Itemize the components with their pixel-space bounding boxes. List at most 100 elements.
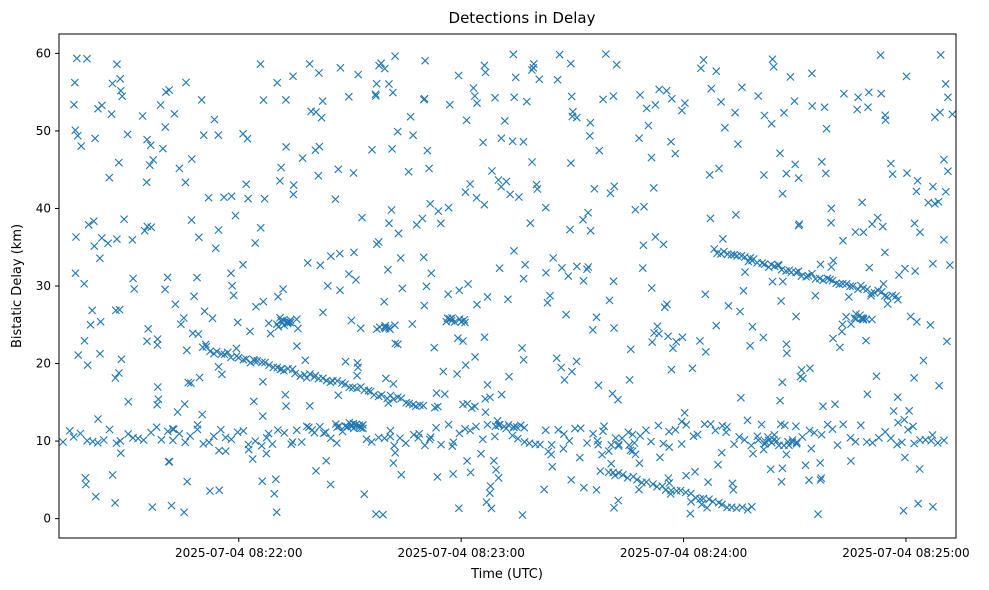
detection-point bbox=[704, 478, 713, 487]
detection-point bbox=[312, 466, 320, 475]
detection-point bbox=[677, 440, 686, 448]
detection-point bbox=[509, 422, 518, 431]
detection-point bbox=[157, 435, 166, 444]
detection-point bbox=[389, 459, 398, 467]
detection-point bbox=[567, 475, 576, 484]
detection-point bbox=[759, 333, 768, 342]
detection-point bbox=[600, 422, 609, 431]
detection-point bbox=[828, 425, 837, 434]
detection-point bbox=[335, 249, 344, 258]
detection-point bbox=[718, 421, 727, 430]
detection-point bbox=[858, 198, 867, 207]
detection-point bbox=[608, 389, 617, 398]
detection-point bbox=[113, 60, 121, 69]
detection-point bbox=[114, 158, 123, 167]
detection-point bbox=[406, 112, 415, 121]
detection-point bbox=[388, 144, 397, 153]
detection-point bbox=[473, 99, 481, 108]
detection-point bbox=[647, 437, 655, 446]
detection-point bbox=[402, 398, 411, 407]
detection-point bbox=[943, 93, 952, 102]
detection-point bbox=[387, 206, 396, 214]
detection-point bbox=[618, 434, 627, 443]
detection-point bbox=[889, 407, 898, 415]
detection-point bbox=[107, 110, 116, 119]
detection-point bbox=[714, 460, 722, 469]
detection-point bbox=[86, 320, 95, 329]
detection-point bbox=[648, 338, 657, 347]
detection-point bbox=[274, 292, 282, 301]
detection-point bbox=[802, 272, 811, 281]
detection-point bbox=[650, 329, 659, 337]
detection-point bbox=[659, 240, 668, 249]
detection-point bbox=[372, 510, 380, 519]
detection-point bbox=[209, 432, 218, 441]
detection-point bbox=[143, 337, 151, 346]
detection-point bbox=[513, 434, 522, 443]
detection-point bbox=[712, 67, 721, 76]
detection-point bbox=[701, 347, 710, 356]
detection-point bbox=[437, 440, 446, 449]
detection-point bbox=[391, 339, 400, 348]
detection-point bbox=[336, 63, 345, 72]
detection-point bbox=[455, 315, 464, 324]
detection-point bbox=[473, 300, 481, 309]
detection-point bbox=[193, 273, 201, 282]
detection-point bbox=[215, 446, 223, 455]
detection-point bbox=[512, 423, 521, 431]
detection-point bbox=[80, 279, 89, 288]
detection-point bbox=[412, 220, 421, 229]
detection-point bbox=[170, 109, 179, 118]
detection-point bbox=[74, 351, 83, 360]
detection-point bbox=[659, 439, 668, 448]
detection-point bbox=[444, 203, 453, 212]
detection-point bbox=[259, 297, 268, 306]
detection-point bbox=[414, 433, 423, 442]
detection-point bbox=[287, 440, 296, 449]
y-tick-label: 60 bbox=[36, 46, 51, 60]
detection-point bbox=[70, 100, 78, 109]
detection-point bbox=[740, 435, 749, 444]
detection-point bbox=[426, 433, 435, 442]
detection-point bbox=[509, 50, 518, 59]
detection-point bbox=[347, 316, 356, 325]
y-axis: 0 10 20 30 40 50 60 bbox=[36, 46, 59, 526]
detection-point bbox=[579, 483, 588, 492]
detection-point bbox=[282, 402, 291, 411]
detection-point bbox=[935, 381, 944, 390]
detection-point bbox=[214, 131, 223, 140]
detection-point bbox=[735, 432, 744, 441]
detection-point bbox=[281, 95, 290, 104]
detection-point bbox=[628, 430, 637, 439]
detection-point bbox=[72, 233, 80, 241]
detection-point bbox=[432, 423, 441, 432]
detection-point bbox=[298, 154, 307, 163]
detection-point bbox=[386, 432, 395, 441]
detection-point bbox=[807, 69, 816, 78]
detection-point bbox=[430, 403, 439, 412]
detection-point bbox=[116, 449, 125, 458]
detection-point bbox=[444, 290, 453, 299]
detection-point bbox=[81, 480, 90, 489]
detection-point bbox=[470, 92, 479, 100]
detection-point bbox=[688, 364, 697, 373]
detection-point bbox=[420, 94, 429, 103]
detection-point bbox=[318, 97, 327, 106]
detection-point bbox=[572, 113, 581, 122]
detection-point bbox=[472, 193, 481, 202]
detection-point bbox=[420, 441, 429, 450]
detection-point bbox=[146, 141, 155, 150]
detection-point bbox=[140, 226, 149, 235]
detection-point bbox=[199, 439, 208, 448]
detection-point bbox=[333, 423, 342, 432]
detection-point bbox=[123, 130, 132, 139]
detection-point bbox=[153, 383, 162, 391]
detection-point bbox=[256, 223, 265, 232]
detection-point bbox=[948, 110, 957, 119]
detection-point bbox=[478, 435, 487, 444]
detection-point bbox=[81, 473, 90, 482]
detection-point bbox=[655, 453, 664, 462]
detection-point bbox=[859, 228, 868, 237]
detection-point bbox=[350, 248, 358, 257]
detection-point bbox=[748, 322, 757, 331]
